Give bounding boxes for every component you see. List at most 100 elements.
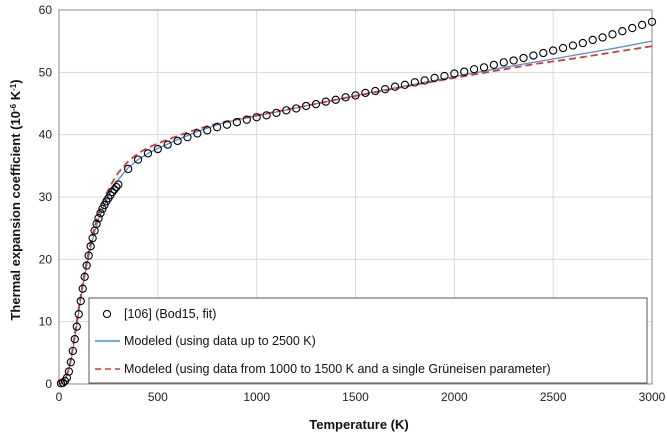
data-point xyxy=(371,86,380,96)
data-point xyxy=(301,101,311,111)
data-point xyxy=(380,85,390,94)
data-point xyxy=(519,53,528,63)
data-point xyxy=(143,149,153,158)
data-point xyxy=(58,378,68,387)
data-point xyxy=(193,129,202,138)
x-tick-label: 500 xyxy=(148,390,168,404)
data-point xyxy=(68,346,77,356)
data-point xyxy=(578,38,587,48)
data-point xyxy=(618,27,627,36)
data-point xyxy=(88,233,97,243)
data-point xyxy=(222,120,232,129)
data-point xyxy=(430,73,439,83)
data-point xyxy=(282,106,291,115)
data-point xyxy=(82,261,91,270)
x-tick-label: 3000 xyxy=(639,390,666,404)
data-point xyxy=(341,93,350,102)
data-point xyxy=(96,209,105,218)
legend-marker-circle xyxy=(102,309,112,319)
x-axis-title: Temperature (K) xyxy=(309,417,408,432)
data-point xyxy=(549,46,558,55)
data-point xyxy=(450,69,459,78)
data-point xyxy=(110,185,119,194)
data-point xyxy=(440,71,449,81)
data-point xyxy=(78,284,87,293)
data-point xyxy=(410,78,419,87)
y-tick-label: 0 xyxy=(45,377,52,391)
data-point xyxy=(647,17,657,26)
y-tick-label: 40 xyxy=(39,128,53,142)
legend-label-modeled-gruneisen: Modeled (using data from 1000 to 1500 K … xyxy=(124,362,551,376)
data-point xyxy=(361,88,370,98)
y-tick-label: 20 xyxy=(39,252,53,266)
data-point xyxy=(489,60,499,70)
data-point xyxy=(469,65,479,74)
axis-tick-labels: 0 500 1000 1500 2000 2500 3000 0 10 20 30 40 50 60 xyxy=(39,3,666,404)
y-tick-label: 10 xyxy=(39,315,53,329)
data-point xyxy=(70,334,79,344)
y-axis-title-mid: K xyxy=(8,90,23,104)
x-tick-label: 0 xyxy=(56,390,63,404)
data-point xyxy=(598,33,607,42)
data-point xyxy=(242,115,251,124)
data-point xyxy=(568,41,578,50)
y-axis-title-end: ) xyxy=(8,79,23,83)
y-tick-label: 60 xyxy=(39,3,53,17)
legend: [106] (Bod15, fit) Modeled (using data u… xyxy=(88,297,648,384)
x-tick-label: 1000 xyxy=(243,390,270,404)
data-point xyxy=(420,76,429,85)
data-point xyxy=(108,187,117,197)
x-tick-label: 1500 xyxy=(342,390,369,404)
data-point xyxy=(124,164,133,174)
y-axis-title-exp2: -1 xyxy=(9,83,18,91)
data-point xyxy=(608,30,617,39)
data-point xyxy=(173,136,182,146)
data-point xyxy=(66,358,76,367)
data-point xyxy=(558,43,568,53)
data-point xyxy=(460,67,469,76)
data-point xyxy=(509,56,518,65)
data-point xyxy=(252,113,261,122)
data-point xyxy=(203,126,212,135)
data-point xyxy=(272,108,281,117)
data-point xyxy=(76,296,85,306)
data-point xyxy=(64,367,74,376)
data-point xyxy=(153,144,162,154)
data-point xyxy=(163,140,172,149)
data-point xyxy=(232,118,242,127)
data-point xyxy=(74,310,83,319)
data-point xyxy=(72,322,81,331)
data-point xyxy=(292,104,301,113)
data-point xyxy=(331,95,340,104)
data-point xyxy=(114,180,123,189)
data-point xyxy=(311,99,321,109)
data-point xyxy=(80,272,89,281)
data-point xyxy=(499,58,508,67)
legend-box xyxy=(88,297,648,384)
legend-label-bod15: [106] (Bod15, fit) xyxy=(124,307,216,321)
data-point xyxy=(212,123,222,132)
data-point xyxy=(183,133,192,142)
legend-label-modeled-2500: Modeled (using data up to 2500 K) xyxy=(124,334,316,348)
series-markers xyxy=(56,17,657,388)
data-point xyxy=(539,48,548,58)
y-axis-title: Thermal expansion coefficient (10-6 K-1) xyxy=(8,79,23,320)
data-point xyxy=(390,82,400,91)
y-tick-label: 50 xyxy=(39,65,53,79)
data-point xyxy=(133,155,143,164)
data-point xyxy=(94,214,103,223)
data-point xyxy=(637,20,647,30)
data-point xyxy=(479,63,489,72)
data-point xyxy=(86,242,95,251)
data-point xyxy=(628,23,637,33)
x-tick-label: 2000 xyxy=(441,390,468,404)
data-point xyxy=(112,182,121,192)
data-point xyxy=(321,97,330,106)
data-point xyxy=(262,111,271,120)
data-point xyxy=(529,51,538,60)
plot-area-border xyxy=(58,9,653,385)
data-point xyxy=(400,80,410,89)
data-point xyxy=(92,219,101,228)
data-point xyxy=(351,91,360,100)
